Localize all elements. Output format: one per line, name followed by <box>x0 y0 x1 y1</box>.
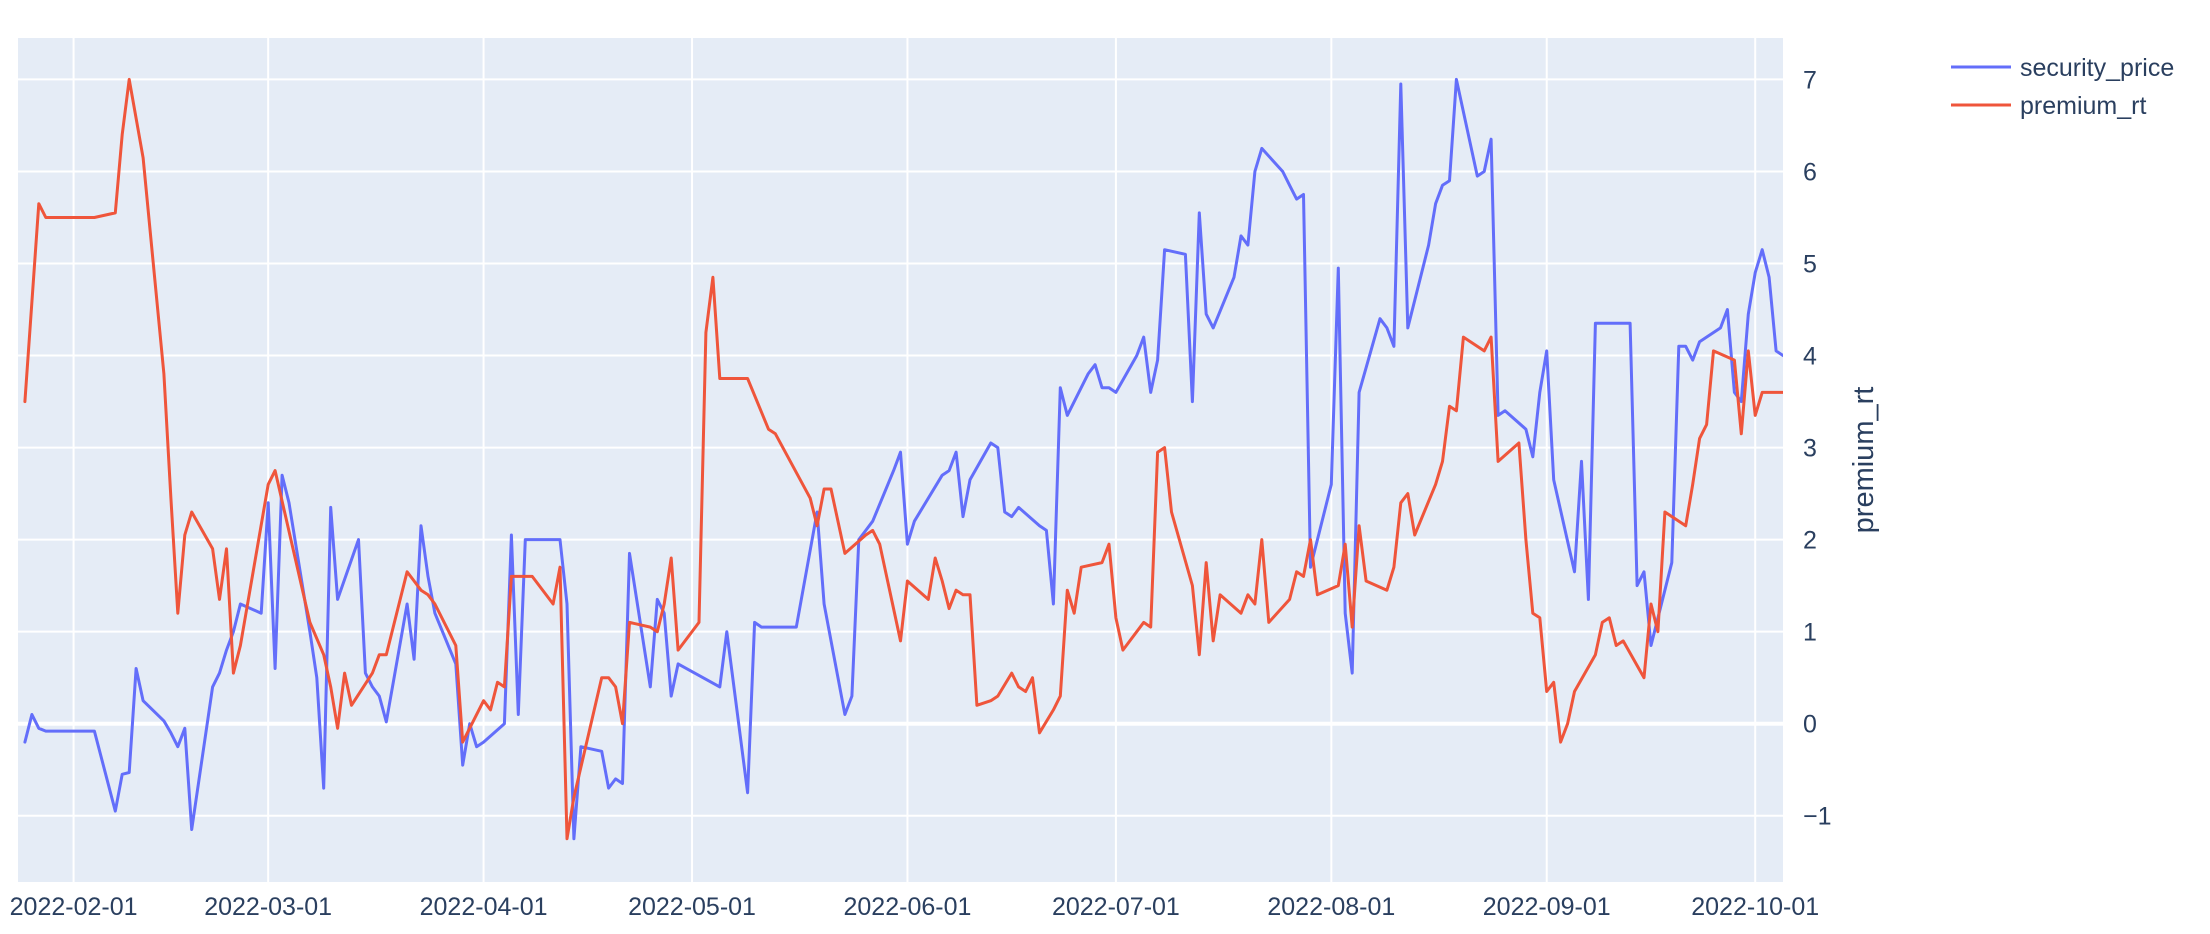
x-tick-label: 2022-02-01 <box>10 893 138 921</box>
y-axis-title: premium_rt <box>1848 387 1880 534</box>
y-tick-label: 1 <box>1803 619 1817 647</box>
x-tick-label: 2022-04-01 <box>420 893 548 921</box>
legend[interactable]: security_price premium_rt <box>1951 54 2174 120</box>
legend-label: security_price <box>2020 54 2174 82</box>
legend-label: premium_rt <box>2020 92 2146 120</box>
x-tick-label: 2022-09-01 <box>1483 893 1611 921</box>
x-tick-label: 2022-03-01 <box>204 893 332 921</box>
y-tick-label: −1 <box>1803 803 1832 831</box>
y-tick-label: 7 <box>1803 66 1817 94</box>
x-tick-label: 2022-10-01 <box>1691 893 1819 921</box>
series-lines <box>23 77 1783 841</box>
series-line-premium-rt <box>23 77 1783 841</box>
y-tick-label: 4 <box>1803 343 1817 371</box>
y-tick-label: 5 <box>1803 250 1817 278</box>
x-tick-label: 2022-05-01 <box>628 893 756 921</box>
y-tick-label: 0 <box>1803 711 1817 739</box>
series-line-security-price <box>23 77 1783 841</box>
y-tick-label: 6 <box>1803 158 1817 186</box>
x-tick-label: 2022-08-01 <box>1267 893 1395 921</box>
x-tick-label: 2022-06-01 <box>844 893 972 921</box>
y-tick-label: 2 <box>1803 527 1817 555</box>
y-tick-label: 3 <box>1803 435 1817 463</box>
legend-item-security-price[interactable]: security_price <box>1951 54 2174 82</box>
x-tick-labels: 2022-02-01 2022-03-01 2022-04-01 2022-05-01… <box>10 893 1820 921</box>
legend-item-premium-rt[interactable]: premium_rt <box>1951 92 2146 120</box>
x-tick-label: 2022-07-01 <box>1052 893 1180 921</box>
y-tick-labels: −1 0 1 2 3 4 5 6 7 <box>1803 66 1832 830</box>
